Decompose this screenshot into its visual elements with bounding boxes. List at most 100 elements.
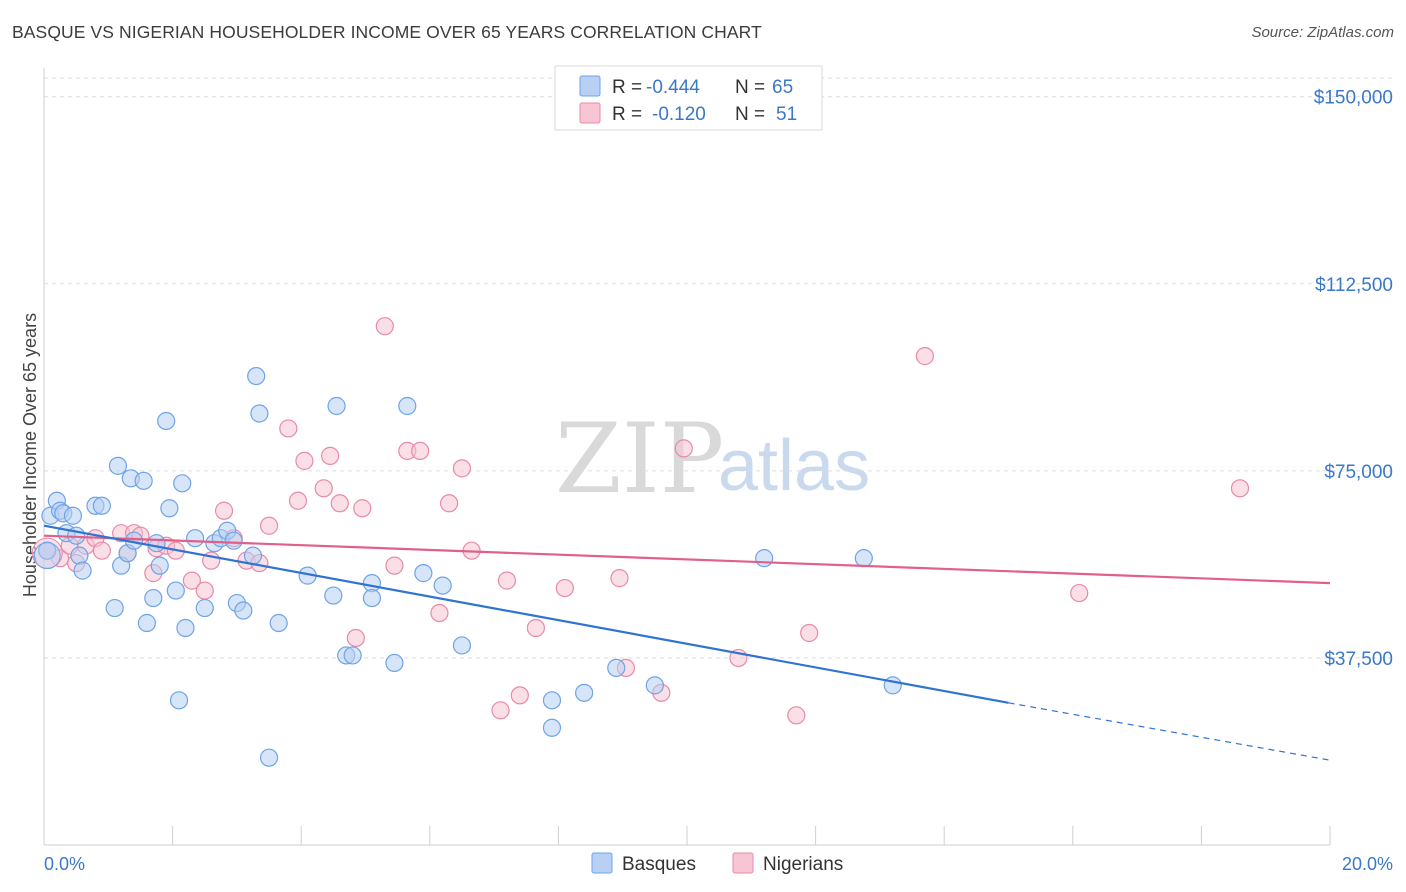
scatter-point bbox=[166, 581, 185, 600]
scatter-point bbox=[269, 613, 288, 633]
scatter-point bbox=[542, 691, 562, 710]
scatter-point bbox=[800, 623, 819, 643]
scatter-point bbox=[150, 556, 169, 575]
watermark-zip: ZIP bbox=[555, 403, 724, 515]
scatter-point bbox=[452, 459, 472, 478]
y-axis-label: Householder Income Over 65 years bbox=[20, 313, 40, 597]
scatter-point bbox=[195, 581, 214, 600]
legend-bottom: Basques Nigerians bbox=[591, 852, 843, 875]
scatter-point bbox=[555, 578, 574, 598]
scatter-point bbox=[137, 613, 156, 633]
scatter-point bbox=[186, 529, 205, 548]
scatter-point bbox=[1070, 583, 1089, 603]
scatter-point bbox=[787, 706, 806, 725]
legend-r-label-basques: R = bbox=[612, 77, 642, 98]
scatter-point bbox=[33, 542, 61, 570]
scatter-point bbox=[526, 618, 545, 638]
bottom-legend-swatch-nigerians bbox=[732, 852, 754, 874]
scatter-point bbox=[385, 653, 404, 673]
bottom-legend-swatch-basques bbox=[591, 852, 613, 874]
watermark-atlas: atlas bbox=[718, 426, 870, 506]
scatter-point bbox=[243, 546, 263, 565]
scatter-point bbox=[330, 494, 349, 513]
legend-n-label-basques: N = bbox=[735, 77, 765, 98]
legend-top: R = -0.444 N = 65 R = -0.120 N = 51 bbox=[554, 65, 823, 131]
scatter-point bbox=[674, 439, 693, 458]
y-tick-label: $75,000 bbox=[1324, 462, 1393, 483]
scatter-point bbox=[147, 534, 166, 553]
legend-swatch-nigerians bbox=[579, 102, 601, 124]
scatter-point bbox=[73, 561, 92, 580]
scatter-point bbox=[224, 531, 243, 550]
y-tick-labels: $37,500 $75,000 $112,500 $150,000 bbox=[1314, 88, 1393, 670]
scatter-point bbox=[169, 691, 189, 710]
scatter-point bbox=[160, 499, 179, 518]
trend-line-basques-extension bbox=[1008, 702, 1331, 761]
scatter-point bbox=[439, 494, 459, 513]
scatter-point bbox=[105, 598, 124, 618]
scatter-point bbox=[279, 419, 298, 438]
scatter-point bbox=[157, 411, 176, 431]
scatter-point bbox=[63, 506, 83, 525]
scatter-point bbox=[497, 571, 517, 590]
scatter-point bbox=[607, 658, 626, 678]
scatter-point bbox=[375, 317, 394, 336]
scatter-point bbox=[915, 347, 935, 366]
scatter-point bbox=[645, 676, 664, 695]
scatter-point bbox=[144, 588, 163, 608]
axes bbox=[43, 68, 1331, 846]
legend-n-label-nigerians: N = bbox=[735, 104, 765, 125]
scatter-point bbox=[324, 586, 343, 605]
legend-n-value-nigerians: 51 bbox=[776, 104, 797, 125]
chart-source: Source: ZipAtlas.com bbox=[1251, 24, 1394, 41]
grid-lines bbox=[44, 77, 1392, 659]
scatter-point bbox=[346, 628, 365, 648]
scatter-point bbox=[510, 686, 529, 705]
scatter-point bbox=[321, 446, 340, 465]
scatter-point bbox=[173, 474, 192, 493]
scatter-point bbox=[575, 683, 594, 702]
legend-r-value-nigerians: -0.120 bbox=[652, 104, 706, 125]
scatter-point bbox=[452, 636, 472, 655]
scatter-point bbox=[362, 588, 382, 608]
scatter-point bbox=[327, 396, 346, 416]
scatter-point bbox=[610, 569, 629, 588]
bottom-legend-label-basques: Basques bbox=[622, 854, 696, 875]
scatter-point bbox=[433, 576, 452, 595]
scatter-point bbox=[92, 541, 111, 560]
y-tick-label: $37,500 bbox=[1324, 649, 1393, 670]
scatter-point bbox=[176, 618, 195, 638]
bottom-legend-label-nigerians: Nigerians bbox=[763, 854, 843, 875]
scatter-point bbox=[398, 396, 417, 416]
scatter-point bbox=[92, 496, 111, 515]
scatter-point bbox=[491, 701, 510, 720]
watermark: ZIP atlas bbox=[555, 403, 870, 515]
scatter-point bbox=[854, 549, 873, 568]
scatter-point bbox=[234, 601, 253, 620]
scatter-point bbox=[353, 499, 372, 518]
x-tick-label-max: 20.0% bbox=[1342, 854, 1393, 874]
scatter-point bbox=[214, 501, 234, 520]
scatter-point bbox=[295, 451, 314, 470]
chart-title: BASQUE VS NIGERIAN HOUSEHOLDER INCOME OV… bbox=[12, 22, 762, 42]
scatter-point bbox=[247, 366, 266, 386]
series-nigerians bbox=[31, 317, 1250, 725]
scatter-point bbox=[430, 603, 449, 623]
legend-swatch-basques bbox=[579, 75, 601, 97]
scatter-point bbox=[134, 471, 153, 490]
scatter-point bbox=[343, 646, 362, 665]
scatter-point bbox=[195, 598, 214, 618]
scatter-point bbox=[108, 456, 128, 475]
scatter-point bbox=[755, 549, 774, 568]
scatter-point bbox=[385, 556, 404, 575]
x-tick-label-min: 0.0% bbox=[44, 854, 85, 874]
y-tick-label: $150,000 bbox=[1314, 88, 1393, 109]
scatter-point bbox=[288, 491, 308, 510]
scatter-point bbox=[414, 564, 433, 583]
scatter-point bbox=[411, 441, 430, 460]
legend-r-label-nigerians: R = bbox=[612, 104, 642, 125]
legend-n-value-basques: 65 bbox=[772, 77, 793, 98]
y-tick-label: $112,500 bbox=[1315, 275, 1393, 296]
scatter-point bbox=[182, 571, 201, 590]
